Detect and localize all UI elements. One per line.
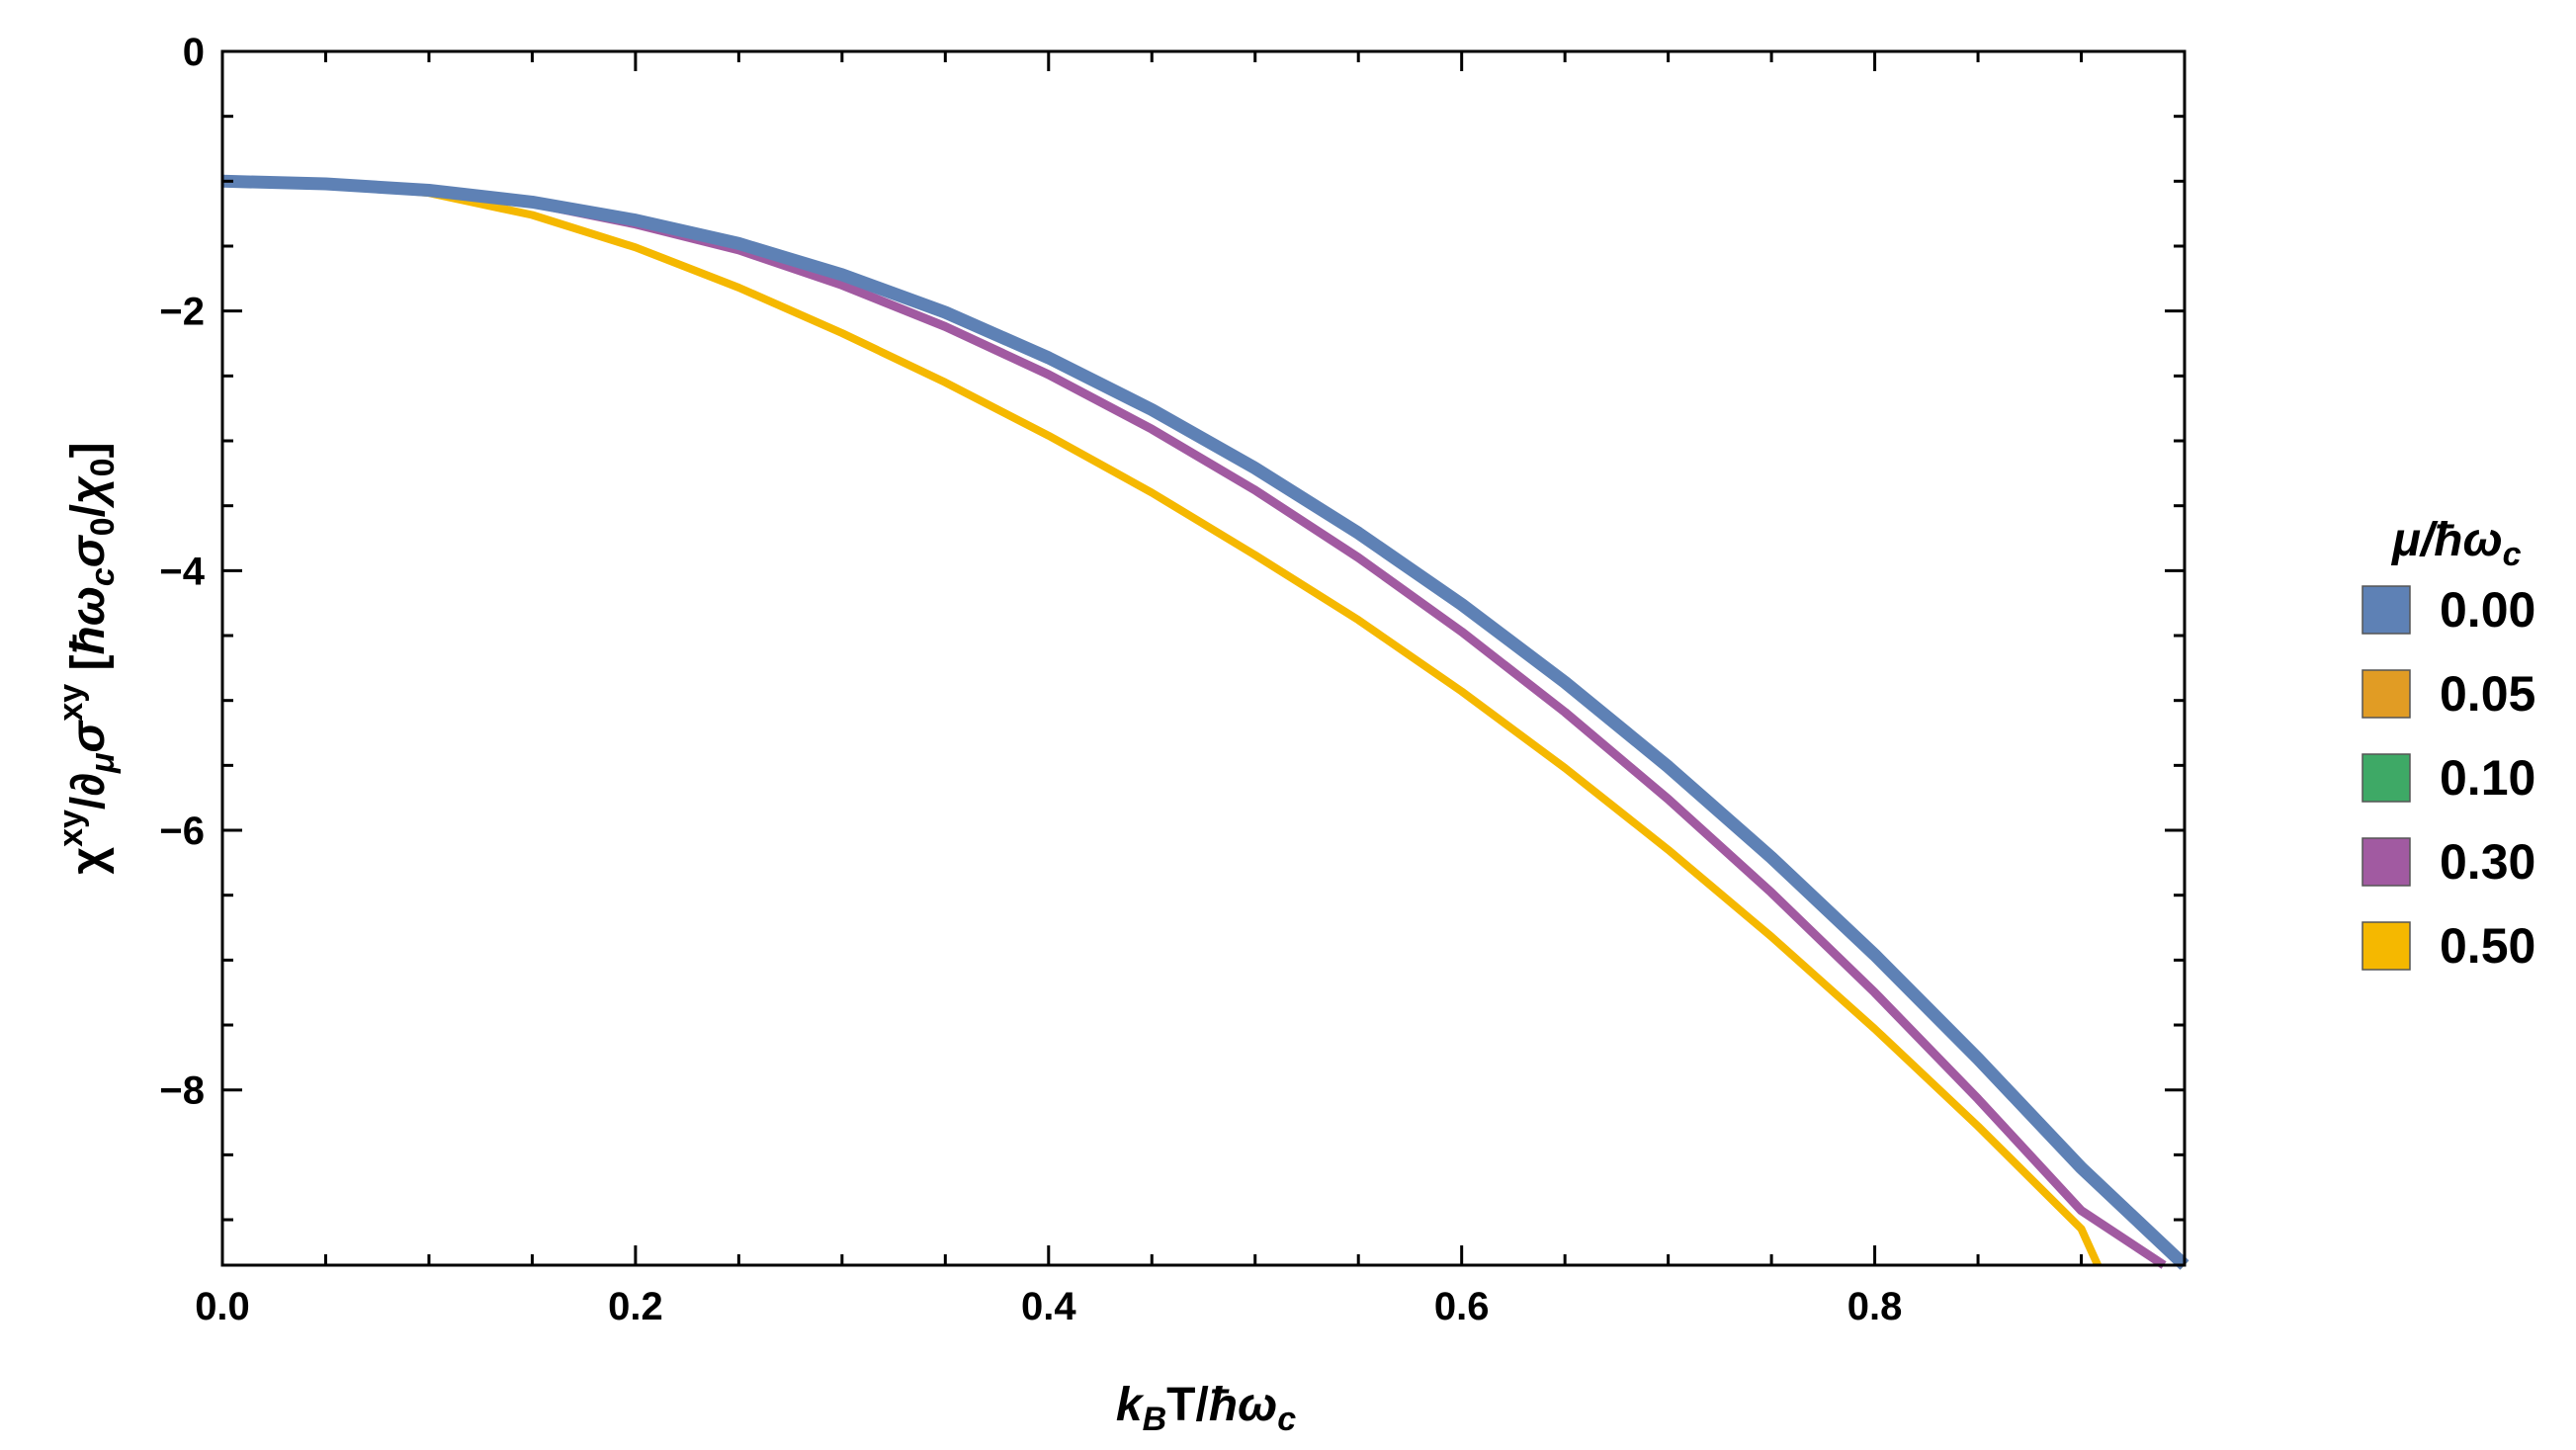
x-tick-label: 0.6 <box>1434 1285 1490 1328</box>
legend-label: 0.10 <box>2440 750 2535 806</box>
legend: μ/ħωc 0.00 0.05 0.10 0.30 0.50 <box>2361 514 2535 974</box>
y-tick-label: −6 <box>159 810 205 853</box>
legend-label: 0.00 <box>2440 582 2535 638</box>
y-tick-label: −2 <box>159 291 205 334</box>
plot-area: 0.0 0.2 0.4 0.6 0.8 0 −2 −4 −6 −8 <box>159 31 2190 1328</box>
series-line-0-05 <box>221 175 2190 1270</box>
series-line-0-00 <box>221 174 2190 1270</box>
y-axis-label: χxy/∂μσxy [ħωcσ0/χ0] <box>52 442 122 874</box>
series-line-0-50 <box>221 177 2102 1267</box>
legend-label: 0.50 <box>2440 918 2535 974</box>
x-tick-label: 0.4 <box>1021 1285 1076 1328</box>
plot-frame <box>220 49 2187 1267</box>
legend-swatch <box>2361 753 2411 803</box>
legend-swatch <box>2361 669 2411 719</box>
legend-title: μ/ħωc <box>2390 514 2522 573</box>
y-tick-label: −8 <box>159 1069 205 1113</box>
legend-label: 0.05 <box>2440 666 2535 722</box>
series-line-0-30 <box>221 176 2167 1269</box>
x-tick-label: 0.0 <box>195 1285 250 1328</box>
x-axis-label: kBT/ħωc <box>1116 1379 1296 1438</box>
y-tick-label: 0 <box>183 31 205 74</box>
legend-swatch <box>2361 921 2411 971</box>
series-layer <box>221 174 2190 1270</box>
legend-label: 0.30 <box>2440 834 2535 890</box>
x-tick-label: 0.8 <box>1847 1285 1903 1328</box>
ticks-layer: 0.0 0.2 0.4 0.6 0.8 0 −2 −4 −6 −8 <box>159 31 2187 1328</box>
y-tick-label: −4 <box>159 550 205 593</box>
legend-swatch <box>2361 585 2411 635</box>
x-tick-label: 0.2 <box>608 1285 663 1328</box>
series-line-0-10 <box>221 175 2189 1270</box>
legend-items: 0.00 0.05 0.10 0.30 0.50 <box>2361 582 2535 974</box>
legend-swatch <box>2361 837 2411 887</box>
